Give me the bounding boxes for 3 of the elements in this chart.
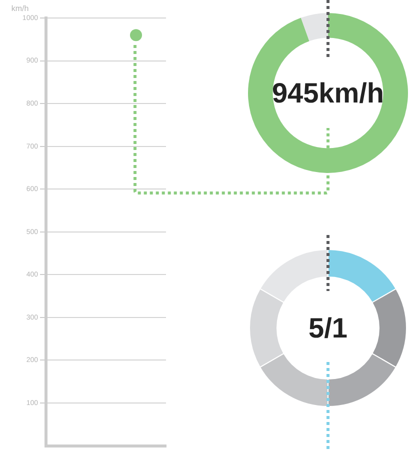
y-axis-title: km/h — [11, 4, 29, 14]
text: 945km/h — [272, 78, 384, 109]
text: 5/1 — [308, 312, 348, 344]
